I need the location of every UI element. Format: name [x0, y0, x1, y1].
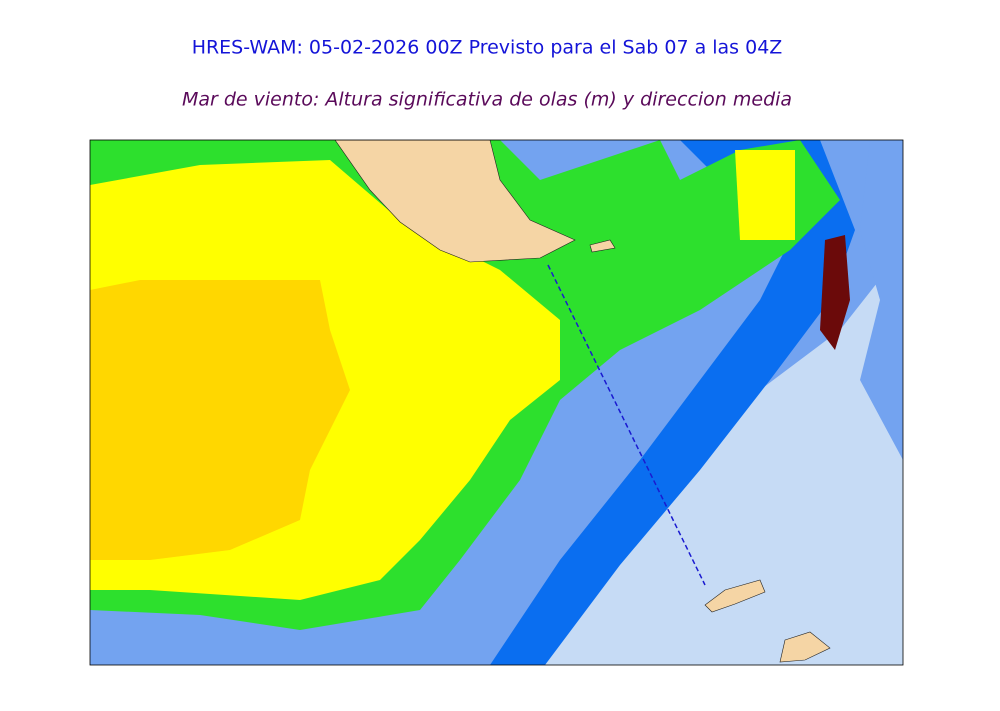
title: HRES-WAM: 05-02-2026 00Z Previsto para e… [192, 37, 783, 59]
island [779, 631, 831, 663]
subtitle: Mar de viento: Altura significativa de o… [182, 89, 792, 111]
sea-dark [820, 235, 850, 350]
map-frame [89, 139, 904, 666]
map-field [90, 140, 903, 665]
sea-yellow-ne [735, 150, 795, 240]
sea-blue [490, 140, 855, 665]
sea-gold [90, 280, 350, 560]
sea-blue-right [860, 140, 903, 460]
island [589, 239, 616, 253]
island [704, 579, 766, 613]
section-line [547, 264, 706, 586]
land [334, 140, 576, 263]
